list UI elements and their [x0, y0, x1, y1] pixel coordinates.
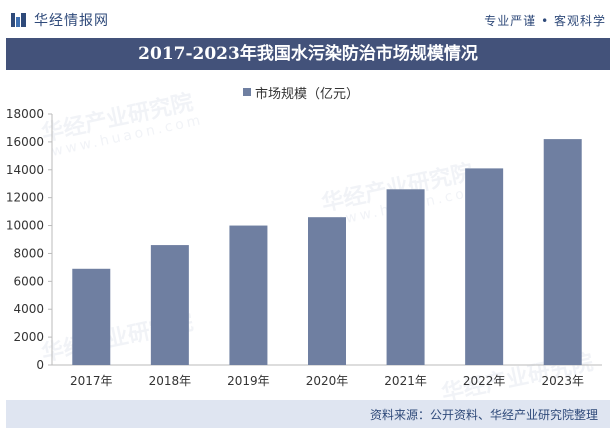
y-tick-label: 18000 [6, 107, 44, 121]
x-tick-label: 2018年 [149, 374, 192, 388]
legend-swatch [243, 88, 251, 96]
title-band: 2017-2023年我国水污染防治市场规模情况 [6, 38, 610, 70]
legend-label: 市场规模（亿元） [255, 86, 360, 102]
x-tick-label: 2023年 [541, 374, 584, 388]
bar [308, 217, 346, 365]
bar [465, 168, 504, 365]
source-note: 资料来源：公开资料、华经产业研究院整理 [369, 408, 598, 422]
brand: 华经情报网 [10, 10, 109, 30]
bar [386, 189, 425, 365]
y-tick-label: 16000 [6, 135, 44, 149]
chart-title: 2017-2023年我国水污染防治市场规模情况 [138, 44, 478, 64]
bar [72, 268, 111, 365]
y-tick-label: 12000 [6, 191, 44, 205]
y-tick-label: 10000 [6, 219, 44, 233]
footer-band: 资料来源：公开资料、华经产业研究院整理 [6, 400, 610, 428]
brand-logo-icon [11, 13, 26, 27]
y-tick-label: 2000 [13, 330, 44, 344]
header-bar: 华经情报网 专业严谨 • 客观科学 [0, 0, 616, 38]
y-tick-label: 14000 [6, 163, 44, 177]
x-tick-label: 2021年 [384, 374, 427, 388]
brand-name: 华经情报网 [34, 13, 109, 29]
bar-chart: 0 2000 4000 6000 8000 10000 12000 14000 16000 180… [6, 107, 602, 388]
y-tick-label: 4000 [13, 302, 44, 316]
y-tick-label: 8000 [13, 246, 44, 260]
slogan: 专业严谨 • 客观科学 [484, 14, 606, 28]
x-tick-label: 2022年 [463, 374, 506, 388]
x-tick-label: 2020年 [306, 374, 349, 388]
y-tick-label: 6000 [13, 274, 44, 288]
bar [229, 225, 268, 365]
chart-legend: 市场规模（亿元） [243, 84, 360, 102]
y-tick-label: 0 [36, 358, 44, 372]
x-tick-label: 2017年 [70, 374, 113, 388]
bar [543, 139, 582, 365]
x-tick-label: 2019年 [227, 374, 270, 388]
bar [150, 245, 189, 365]
